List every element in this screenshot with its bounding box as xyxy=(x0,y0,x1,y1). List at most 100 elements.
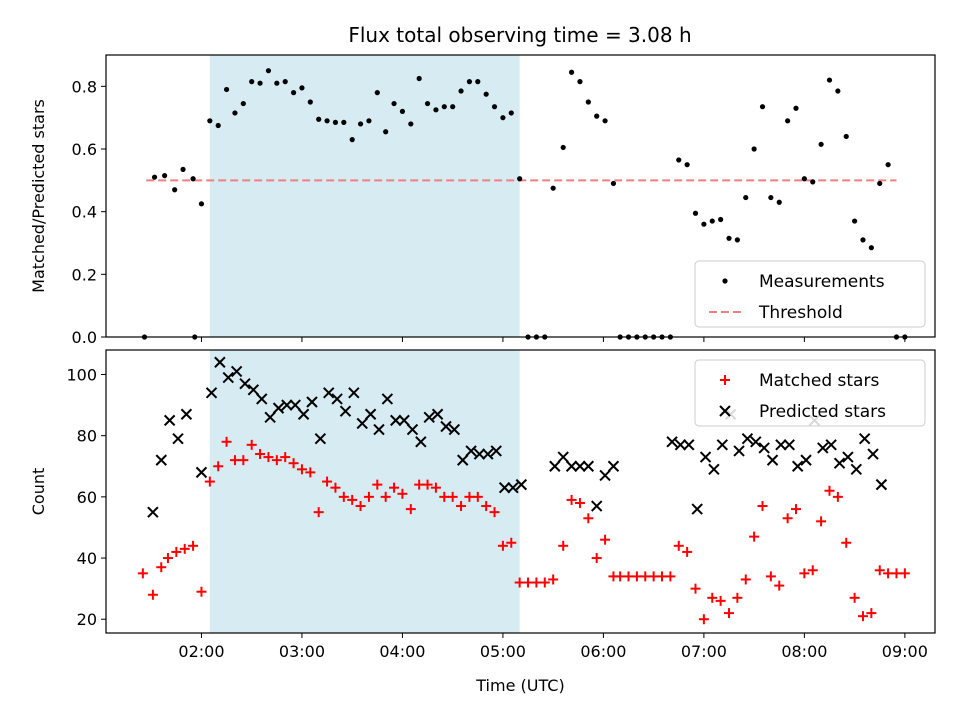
measurement-point xyxy=(341,119,347,125)
predicted-star-point xyxy=(549,460,561,472)
predicted-star-point xyxy=(147,506,159,518)
measurement-point xyxy=(240,100,246,107)
x-stroke-b xyxy=(364,408,377,420)
matched-star-point xyxy=(866,608,877,619)
x-stroke-b xyxy=(247,384,260,396)
x-stroke-b xyxy=(448,423,461,436)
predicted-star-point xyxy=(733,445,745,457)
legend-key-measurements xyxy=(722,278,728,284)
measurement-point xyxy=(801,176,807,182)
x-stroke-b xyxy=(297,408,310,420)
x-stroke-b xyxy=(565,460,578,472)
measurement-point xyxy=(508,110,514,116)
matched-star-point xyxy=(757,501,768,512)
x-stroke-b xyxy=(281,399,293,411)
legend-box xyxy=(694,359,926,427)
x-stroke-b xyxy=(440,420,452,433)
matched-star-point xyxy=(665,571,676,582)
matched-star-point xyxy=(749,531,760,542)
matched-star-point xyxy=(263,452,274,463)
measurement-point xyxy=(172,187,178,193)
measurement-point xyxy=(835,88,841,94)
measurement-point xyxy=(299,85,305,91)
predicted-star-point xyxy=(457,454,469,466)
measurement-point xyxy=(768,194,774,201)
matched-star-point xyxy=(330,482,341,493)
y-tick-label: 0.6 xyxy=(72,140,97,159)
x-axis-label: Time (UTC) xyxy=(475,676,564,695)
matched-star-point xyxy=(380,491,391,502)
matched-star-point xyxy=(221,436,232,447)
chart-title: Flux total observing time = 3.08 h xyxy=(348,23,691,47)
predicted-star-point xyxy=(582,460,595,472)
x-stroke-b xyxy=(758,442,770,454)
matched-star-point xyxy=(464,491,475,502)
x-stroke-b xyxy=(180,408,193,420)
predicted-star-point xyxy=(800,454,812,466)
predicted-star-point xyxy=(674,439,687,451)
predicted-star-point xyxy=(842,451,854,463)
x-stroke-b xyxy=(599,469,611,482)
predicted-star-point xyxy=(482,448,494,460)
x-tick-label: 02:00 xyxy=(178,642,224,661)
matched-star-point xyxy=(824,485,835,496)
x-stroke-b xyxy=(708,463,720,476)
measurement-point xyxy=(885,162,891,168)
predicted-star-point xyxy=(775,439,787,451)
matched-star-point xyxy=(397,488,408,499)
measurement-point xyxy=(785,118,791,124)
predicted-star-point xyxy=(381,393,394,405)
matched-star-point xyxy=(574,497,585,508)
x-stroke-b xyxy=(850,463,862,476)
predicted-star-point xyxy=(406,423,419,436)
x-stroke-b xyxy=(163,414,176,427)
matched-star-point xyxy=(790,504,801,515)
x-stroke-b xyxy=(574,460,586,472)
predicted-star-point xyxy=(230,365,243,378)
x-stroke-b xyxy=(289,399,301,411)
legend-key-predicted xyxy=(719,405,731,417)
x-stroke-b xyxy=(457,454,469,466)
predicted-star-point xyxy=(758,442,770,454)
x-stroke-b xyxy=(800,454,812,466)
x-stroke-b xyxy=(147,506,159,518)
matched-star-point xyxy=(631,571,642,582)
x-stroke-b xyxy=(373,423,385,436)
predicted-star-point xyxy=(766,454,779,466)
matched-star-point xyxy=(288,458,299,469)
predicted-star-point xyxy=(205,387,218,399)
matched-star-point xyxy=(774,580,785,591)
measurement-point xyxy=(324,118,330,124)
x-stroke-b xyxy=(607,460,620,472)
x-stroke-b xyxy=(549,460,561,472)
matched-star-point xyxy=(523,577,534,588)
predicted-star-point xyxy=(515,478,528,491)
measurement-point xyxy=(307,99,313,105)
predicted-star-point xyxy=(306,396,318,408)
legend-label: Threshold xyxy=(758,303,843,323)
predicted-star-point xyxy=(423,411,435,424)
x-stroke-b xyxy=(825,439,837,451)
predicted-star-point xyxy=(867,448,879,460)
matched-star-point xyxy=(698,614,709,625)
measurement-point xyxy=(198,201,205,207)
highlight-span xyxy=(209,55,520,337)
x-stroke-b xyxy=(498,481,511,494)
x-tick-label: 03:00 xyxy=(279,642,325,661)
measurement-point xyxy=(818,141,824,147)
matched-star-point xyxy=(246,439,257,450)
predicted-star-point xyxy=(850,463,862,476)
y-tick-label: 100 xyxy=(66,365,97,384)
measurement-point xyxy=(877,180,883,187)
measurement-point xyxy=(483,91,489,97)
top-panel: 0.0 0.2 0.4 0.6 0.8 Matched/Predicted stars Me… xyxy=(29,54,936,347)
predicted-star-point xyxy=(833,457,846,469)
x-stroke-b xyxy=(683,439,695,451)
matched-star-point xyxy=(899,568,910,579)
predicted-star-point xyxy=(373,423,385,436)
matched-star-point xyxy=(137,568,148,579)
measurement-point xyxy=(550,185,556,191)
predicted-star-point xyxy=(825,439,837,451)
matched-star-point xyxy=(539,577,550,588)
x-stroke-b xyxy=(205,387,218,399)
